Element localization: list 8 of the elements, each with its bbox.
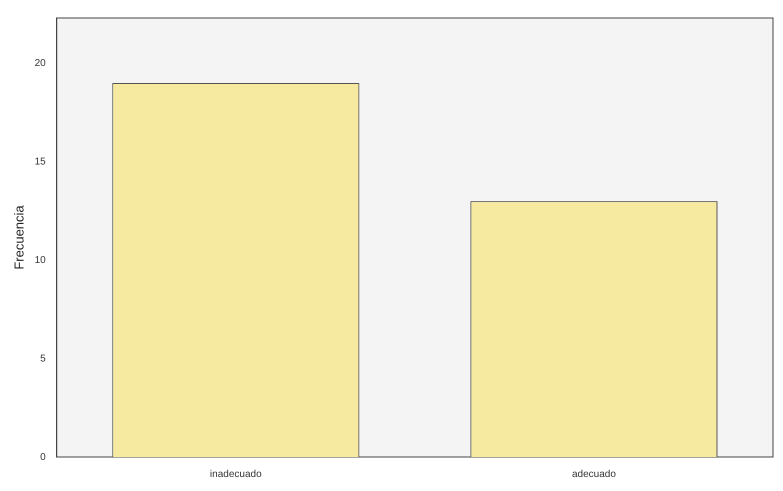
y-tick-label: 15: [34, 156, 46, 168]
y-axis-title: Frecuencia: [11, 204, 26, 270]
x-tick-label: inadecuado: [210, 468, 262, 480]
y-tick-label: 0: [40, 452, 46, 463]
y-tick-label: 10: [34, 254, 46, 266]
y-tick-label: 20: [34, 58, 46, 70]
y-tick-label: 5: [40, 353, 46, 364]
x-tick-label: adecuado: [572, 468, 616, 480]
